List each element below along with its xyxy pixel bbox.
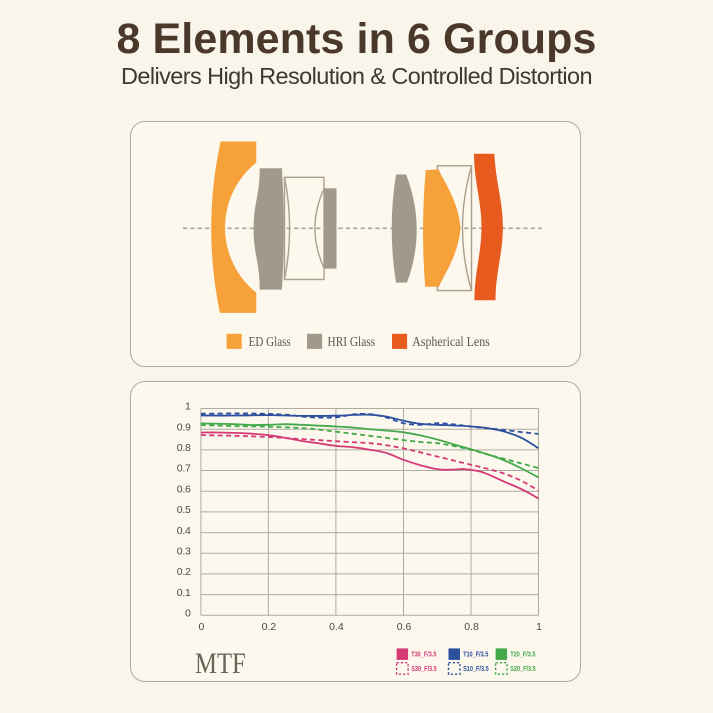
- svg-text:0.8: 0.8: [176, 442, 190, 454]
- svg-text:0.3: 0.3: [176, 546, 190, 558]
- svg-text:0.5: 0.5: [176, 504, 190, 516]
- svg-text:MTF: MTF: [195, 647, 246, 680]
- svg-text:T30_F/3.5: T30_F/3.5: [411, 651, 436, 659]
- svg-text:S30_F/3.5: S30_F/3.5: [411, 665, 437, 673]
- svg-text:ED Glass: ED Glass: [248, 334, 290, 349]
- svg-text:0.1: 0.1: [176, 587, 190, 599]
- svg-text:0.9: 0.9: [176, 422, 190, 434]
- svg-text:T20_F/3.5: T20_F/3.5: [510, 651, 535, 659]
- svg-text:T10_F/3.5: T10_F/3.5: [463, 651, 488, 659]
- svg-text:0.2: 0.2: [261, 621, 276, 633]
- svg-text:0.2: 0.2: [176, 566, 190, 578]
- svg-text:S10_F/3.5: S10_F/3.5: [463, 665, 489, 673]
- svg-text:S20_F/3.5: S20_F/3.5: [510, 665, 536, 673]
- svg-text:0.8: 0.8: [464, 621, 479, 633]
- svg-text:0: 0: [198, 621, 204, 633]
- svg-text:HRI Glass: HRI Glass: [327, 335, 375, 350]
- svg-text:1: 1: [536, 621, 542, 633]
- svg-text:0.4: 0.4: [176, 525, 190, 537]
- svg-text:Aspherical Lens: Aspherical Lens: [412, 335, 490, 350]
- svg-text:0.6: 0.6: [176, 484, 190, 496]
- svg-text:0.4: 0.4: [329, 621, 344, 633]
- svg-text:0.7: 0.7: [176, 463, 190, 475]
- svg-text:0.6: 0.6: [396, 621, 411, 633]
- svg-text:0: 0: [185, 608, 191, 620]
- svg-text:1: 1: [185, 401, 191, 413]
